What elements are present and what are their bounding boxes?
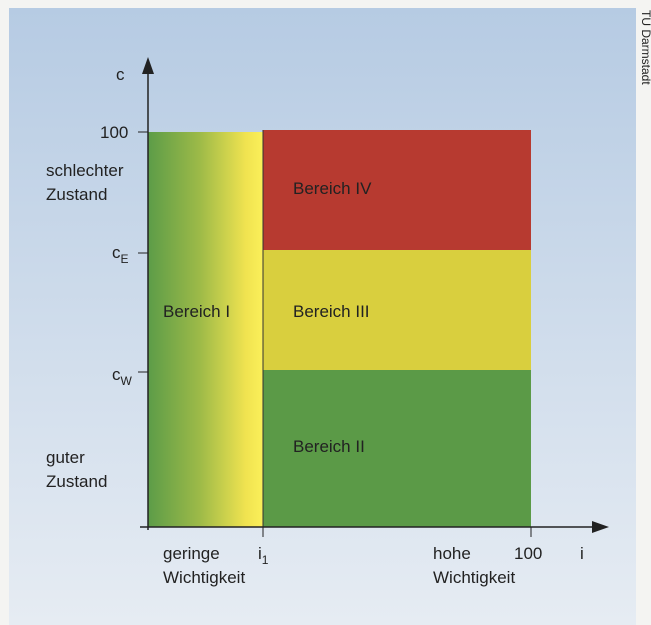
region-label: Bereich IV [293, 179, 372, 198]
note: Wichtigkeit [163, 568, 245, 587]
note: geringe [163, 544, 220, 563]
region-3 [263, 250, 531, 370]
note: Zustand [46, 472, 107, 491]
subscript: W [121, 374, 133, 388]
region-1 [148, 132, 263, 527]
symbol: c [112, 243, 121, 262]
note: Wichtigkeit [433, 568, 515, 587]
credit: TU Darmstadt [639, 10, 651, 85]
tick-label: i1 [258, 544, 269, 567]
x-end-label: 100 [514, 544, 542, 563]
region-label: Bereich III [293, 302, 370, 321]
note: hohe [433, 544, 471, 563]
symbol: c [112, 365, 121, 384]
y-top-label: 100 [100, 123, 128, 142]
note: schlechter [46, 161, 124, 180]
note: Zustand [46, 185, 107, 204]
subscript: 1 [262, 553, 269, 567]
x-symbol: i [580, 544, 584, 563]
symbol: i [258, 544, 262, 563]
y-arrow [142, 57, 154, 74]
region-label: Bereich I [163, 302, 230, 321]
region-4 [263, 130, 531, 250]
region-2 [263, 370, 531, 527]
note: guter [46, 448, 85, 467]
subscript: E [121, 252, 129, 266]
x-arrow [592, 521, 609, 533]
tick-label: cW [112, 365, 133, 388]
tick-label: cE [112, 243, 129, 266]
y-symbol: c [116, 65, 125, 84]
region-label: Bereich II [293, 437, 365, 456]
